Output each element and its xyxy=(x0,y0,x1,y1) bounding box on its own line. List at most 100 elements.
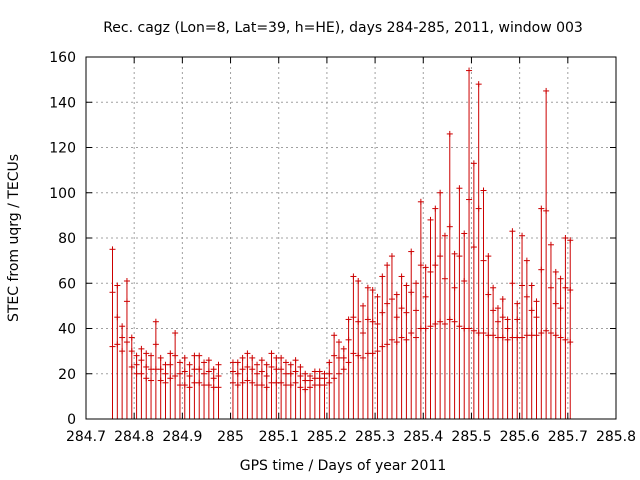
data-point xyxy=(470,160,477,419)
data-point xyxy=(307,373,314,419)
data-series xyxy=(109,67,574,419)
data-point xyxy=(519,232,526,419)
data-point xyxy=(239,354,246,419)
data-point xyxy=(417,198,424,419)
data-point xyxy=(186,361,193,419)
data-point xyxy=(451,250,458,419)
data-point xyxy=(398,273,405,419)
data-point xyxy=(331,332,338,419)
data-point xyxy=(552,268,559,419)
x-tick-label: 284.9 xyxy=(162,429,202,445)
y-tick-label: 120 xyxy=(49,141,76,157)
x-tick-label: 285 xyxy=(217,429,244,445)
data-point xyxy=(205,357,212,419)
data-point xyxy=(258,357,265,419)
data-point xyxy=(437,189,444,419)
x-tick-label: 285.6 xyxy=(500,429,540,445)
y-tick-label: 140 xyxy=(49,95,76,111)
data-point xyxy=(249,354,256,419)
data-point xyxy=(369,287,376,419)
data-point xyxy=(311,368,318,419)
y-tick-label: 0 xyxy=(67,412,76,428)
data-point xyxy=(446,130,453,419)
data-point xyxy=(167,350,174,419)
y-axis-label: STEC from uqrg / TECUs xyxy=(6,154,22,322)
data-point xyxy=(191,352,198,419)
data-point xyxy=(427,216,434,419)
chart-title: Rec. cagz (Lon=8, Lat=39, h=HE), days 28… xyxy=(103,20,583,36)
data-point xyxy=(292,357,299,419)
data-point xyxy=(210,366,217,419)
data-point xyxy=(114,282,121,419)
data-point xyxy=(176,359,183,419)
data-point xyxy=(514,300,521,419)
x-tick-label: 285.8 xyxy=(596,429,636,445)
data-point xyxy=(441,232,448,419)
data-point xyxy=(360,302,367,419)
data-point xyxy=(263,361,270,419)
data-point xyxy=(509,228,516,419)
data-point xyxy=(138,345,145,419)
y-tick-label: 100 xyxy=(49,186,76,202)
data-point xyxy=(393,291,400,419)
data-point xyxy=(244,350,251,419)
y-tick-label: 60 xyxy=(58,276,76,292)
data-point xyxy=(422,264,429,419)
data-point xyxy=(201,359,208,419)
data-point xyxy=(215,361,222,419)
data-point xyxy=(234,359,241,419)
data-point xyxy=(374,293,381,419)
x-tick-label: 284.7 xyxy=(66,429,106,445)
data-point xyxy=(567,237,574,419)
x-tick-label: 285.2 xyxy=(307,429,347,445)
data-point xyxy=(133,352,140,419)
data-point xyxy=(557,275,564,419)
data-point xyxy=(388,253,395,419)
data-point xyxy=(157,354,164,419)
data-point xyxy=(181,354,188,419)
x-tick-label: 285.5 xyxy=(451,429,491,445)
data-point xyxy=(533,298,540,419)
data-point xyxy=(302,370,309,419)
data-point xyxy=(143,350,150,419)
data-point xyxy=(456,185,463,419)
y-tick-label: 40 xyxy=(58,322,76,338)
data-point xyxy=(480,187,487,419)
data-point xyxy=(229,359,236,419)
data-point xyxy=(355,277,362,419)
x-tick-label: 285.7 xyxy=(548,429,588,445)
data-point xyxy=(379,273,386,419)
data-point xyxy=(123,277,130,419)
data-point xyxy=(538,205,545,419)
grid xyxy=(86,57,616,419)
data-point xyxy=(413,280,420,419)
axes: 284.7 284.8 284.9 285 285.1 285.2 285.3 285.4 28… xyxy=(49,50,636,445)
data-point xyxy=(152,318,159,419)
x-tick-label: 285.3 xyxy=(355,429,395,445)
data-point xyxy=(297,363,304,419)
data-point xyxy=(162,361,169,419)
data-point xyxy=(475,81,482,419)
data-point xyxy=(345,316,352,419)
x-tick-label: 285.4 xyxy=(403,429,443,445)
data-point xyxy=(408,248,415,419)
data-point xyxy=(384,262,391,419)
data-point xyxy=(278,354,285,419)
data-point xyxy=(403,282,410,419)
data-point xyxy=(254,361,261,419)
data-point xyxy=(273,354,280,419)
data-point xyxy=(316,368,323,419)
data-point xyxy=(562,235,569,419)
data-point xyxy=(523,257,530,419)
data-point xyxy=(340,345,347,419)
data-point xyxy=(196,352,203,419)
data-point xyxy=(547,241,554,419)
data-point xyxy=(287,361,294,419)
data-point xyxy=(504,316,511,419)
data-point xyxy=(321,370,328,419)
data-point xyxy=(335,339,342,419)
data-point xyxy=(268,350,275,419)
data-point xyxy=(461,230,468,419)
x-axis-label: GPS time / Days of year 2011 xyxy=(240,458,447,474)
